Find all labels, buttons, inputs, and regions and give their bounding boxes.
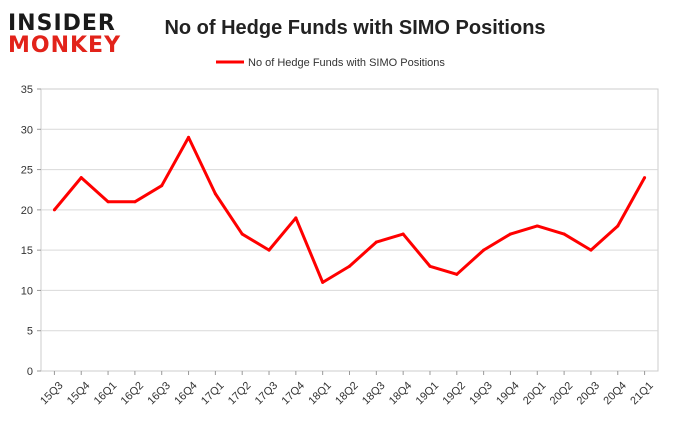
x-tick-label: 19Q1 (414, 380, 442, 408)
data-point (428, 264, 432, 268)
data-point (643, 176, 647, 180)
data-point (348, 264, 351, 268)
y-tick-label: 0 (27, 366, 33, 378)
data-point (535, 224, 539, 228)
data-point (267, 248, 271, 252)
x-tick-label: 16Q3 (145, 380, 173, 408)
x-tick-label: 20Q1 (521, 380, 549, 408)
data-point (482, 248, 486, 252)
y-tick-label: 10 (21, 285, 33, 297)
data-point (106, 200, 110, 204)
data-point (79, 176, 83, 180)
y-tick-label: 20 (21, 205, 33, 217)
data-point (213, 192, 217, 196)
logo-line-2: MONKEY (8, 33, 121, 58)
data-point (374, 240, 378, 244)
x-tick-label: 19Q2 (440, 380, 468, 408)
x-tick-label: 19Q4 (494, 380, 522, 408)
x-tick-label: 15Q4 (65, 380, 93, 408)
data-point (508, 232, 512, 236)
y-tick-label: 30 (21, 124, 33, 136)
data-point (240, 232, 244, 236)
data-point (52, 208, 56, 212)
data-point (187, 135, 191, 139)
x-tick-label: 18Q3 (360, 380, 388, 408)
x-tick-label: 18Q1 (306, 380, 334, 408)
data-point (589, 248, 593, 252)
x-tick-label: 17Q1 (199, 380, 227, 408)
grid-lines (41, 128, 658, 332)
x-tick-label: 18Q4 (387, 380, 415, 408)
data-point (321, 280, 325, 284)
y-tick-label: 25 (21, 165, 33, 177)
y-axis-ticks: 0 5 10 15 20 25 30 35 (21, 84, 41, 378)
x-axis-ticks: 15Q3 15Q4 16Q1 16Q2 16Q3 16Q4 17Q1 17Q2 17Q3 17Q4… (38, 371, 656, 407)
y-tick-label: 35 (21, 84, 33, 96)
x-tick-label: 17Q2 (226, 380, 254, 408)
legend-label: No of Hedge Funds with SIMO Positions (248, 57, 445, 69)
x-tick-label: 20Q4 (601, 380, 629, 408)
x-tick-label: 21Q1 (628, 380, 656, 408)
data-point (160, 184, 164, 188)
x-tick-label: 16Q2 (119, 380, 147, 408)
data-point (616, 224, 620, 228)
x-tick-label: 20Q2 (548, 380, 576, 408)
chart-title: No of Hedge Funds with SIMO Positions (164, 17, 545, 39)
data-point (562, 232, 566, 236)
series-layer (52, 135, 647, 284)
y-tick-label: 15 (21, 245, 33, 257)
insider-monkey-logo: INSIDER MONKEY (8, 11, 121, 58)
x-tick-label: 16Q1 (92, 380, 120, 408)
x-tick-label: 17Q3 (253, 380, 281, 408)
data-point (133, 200, 137, 204)
x-tick-label: 15Q3 (38, 380, 66, 408)
data-point (401, 232, 405, 236)
x-tick-label: 20Q3 (575, 380, 603, 408)
y-tick-label: 5 (27, 326, 33, 338)
plot-area (40, 88, 659, 372)
x-tick-label: 19Q3 (467, 380, 495, 408)
x-tick-label: 16Q4 (172, 380, 200, 408)
data-point (455, 272, 459, 276)
x-tick-label: 17Q4 (280, 380, 308, 408)
legend: No of Hedge Funds with SIMO Positions (216, 57, 445, 69)
data-point (294, 216, 298, 220)
x-tick-label: 18Q2 (333, 380, 361, 408)
logo-line-1: INSIDER (8, 11, 116, 36)
